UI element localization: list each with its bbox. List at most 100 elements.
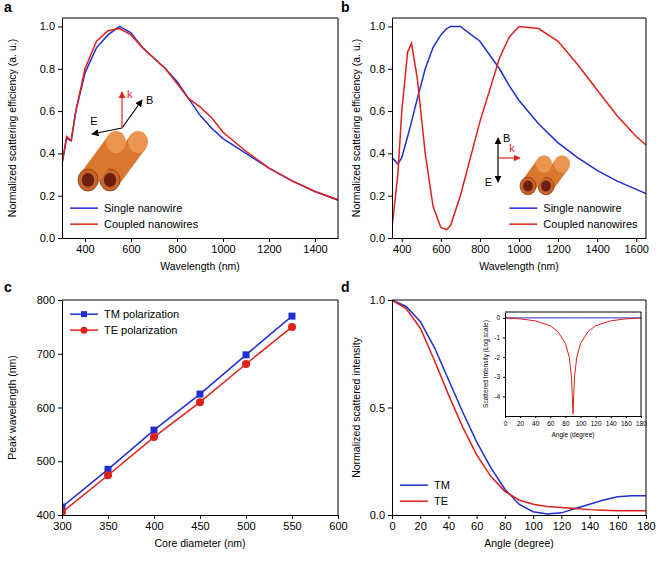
y-axis-title: Scattered Intensity (Log scale) bbox=[482, 320, 490, 408]
panel: 4006008001000120014000.00.20.40.60.81.0W… bbox=[4, 0, 339, 272]
plot-area bbox=[62, 313, 296, 515]
tick: 1000 bbox=[211, 238, 235, 255]
tick-mark bbox=[292, 515, 293, 519]
tick-label: 400 bbox=[37, 509, 55, 521]
frame-top bbox=[392, 300, 646, 301]
tick: 160 bbox=[609, 515, 627, 532]
legend-entry: TM polarization bbox=[70, 308, 179, 320]
tick: 1.0 bbox=[370, 20, 392, 32]
tick-mark bbox=[590, 515, 591, 519]
tick: 0.2 bbox=[40, 190, 62, 202]
field-arrow bbox=[497, 138, 498, 158]
x-axis: 020406080100120140160180 bbox=[504, 416, 648, 427]
legend: Single nanowireCoupled nanowires bbox=[70, 202, 199, 230]
tick: 450 bbox=[191, 515, 209, 532]
tick-mark bbox=[58, 238, 62, 239]
legend-entry: TE bbox=[400, 495, 448, 507]
tick-mark bbox=[535, 416, 536, 418]
tick-label: 450 bbox=[191, 520, 209, 532]
tick-mark bbox=[503, 357, 505, 358]
panel-letter: c bbox=[4, 279, 12, 295]
y-axis-title: Peak wavelength (nm) bbox=[6, 355, 18, 459]
tick-label: -1 bbox=[494, 334, 500, 341]
tick-mark bbox=[550, 416, 551, 418]
frame-right bbox=[646, 300, 647, 515]
tick-mark bbox=[420, 515, 421, 519]
tick-mark bbox=[626, 416, 627, 418]
x-axis-title: Core diameter (nm) bbox=[154, 537, 245, 549]
panel-letter: b bbox=[341, 0, 350, 15]
tick: 0.0 bbox=[40, 232, 62, 244]
tick: 0.4 bbox=[370, 147, 392, 159]
tick-label: 1.0 bbox=[370, 20, 385, 32]
tick: -3 bbox=[494, 373, 505, 380]
tick-label: 800 bbox=[37, 294, 55, 306]
tick-label: 350 bbox=[99, 520, 117, 532]
tick-mark bbox=[58, 408, 62, 409]
y-axis: -4-3-2-10 bbox=[494, 313, 505, 417]
tick: 0.2 bbox=[370, 190, 392, 202]
inset-background bbox=[505, 312, 641, 416]
inset-chart: 020406080100120140160180-4-3-2-10Angle (… bbox=[482, 312, 647, 439]
plot-area bbox=[62, 26, 338, 199]
legend-entry: Single nanowire bbox=[70, 202, 182, 214]
x-axis: 4006008001000120014001600 bbox=[393, 238, 649, 255]
axis-line bbox=[392, 19, 393, 239]
tick-mark bbox=[558, 238, 559, 242]
legend-label: TM bbox=[434, 479, 450, 491]
tick-label: 0.0 bbox=[370, 232, 385, 244]
tick: 40 bbox=[532, 416, 540, 427]
tick-label: 500 bbox=[37, 455, 55, 467]
tick-label: 0.4 bbox=[370, 147, 385, 159]
tick-mark bbox=[388, 153, 392, 154]
annotation: B bbox=[146, 94, 153, 106]
frame-top bbox=[505, 312, 641, 313]
tick-mark bbox=[388, 515, 392, 516]
tick-mark bbox=[388, 196, 392, 197]
tick-mark bbox=[533, 515, 534, 519]
data-point bbox=[243, 351, 250, 358]
legend-entry: TM bbox=[400, 479, 450, 491]
tick-label: 0.4 bbox=[40, 147, 55, 159]
tick-label: 0 bbox=[389, 520, 395, 532]
tick: 300 bbox=[53, 515, 71, 532]
tick-mark bbox=[58, 461, 62, 462]
data-point bbox=[196, 398, 204, 406]
tick-mark bbox=[402, 238, 403, 242]
tick-mark bbox=[388, 26, 392, 27]
plot-area bbox=[392, 26, 646, 229]
axis-line bbox=[506, 416, 642, 417]
legend-entry: TE polarization bbox=[70, 324, 177, 336]
tick-mark bbox=[520, 416, 521, 418]
tick: 600 bbox=[329, 515, 347, 532]
data-point bbox=[288, 323, 296, 331]
axis-line bbox=[62, 19, 63, 239]
tick-mark bbox=[58, 69, 62, 70]
y-axis: 400500600700800 bbox=[37, 294, 63, 521]
legend-entry: Coupled nanowires bbox=[509, 218, 638, 230]
tick: 0 bbox=[504, 416, 508, 427]
legend-label: Coupled nanowires bbox=[543, 218, 638, 230]
tick-label: 500 bbox=[237, 520, 255, 532]
legend-label: Single nanowire bbox=[104, 202, 182, 214]
tick: 500 bbox=[237, 515, 255, 532]
tick: 160 bbox=[621, 416, 632, 427]
tick-mark bbox=[618, 515, 619, 519]
x-axis: 400600800100012001400 bbox=[63, 238, 339, 255]
plot-area bbox=[392, 300, 646, 514]
series-line bbox=[62, 26, 338, 199]
legend-label: TE bbox=[434, 495, 448, 507]
tick: 800 bbox=[471, 238, 489, 255]
legend-line bbox=[509, 207, 537, 209]
frame-right bbox=[338, 18, 339, 238]
series-line bbox=[505, 317, 641, 318]
tick-label: 700 bbox=[37, 348, 55, 360]
tick: 600 bbox=[432, 238, 450, 255]
panel: 300350400450500550600400500600700800Core… bbox=[4, 279, 348, 549]
tick-mark bbox=[338, 515, 339, 519]
tick-mark bbox=[388, 300, 392, 301]
tick-label: 100 bbox=[524, 520, 542, 532]
tick-mark bbox=[177, 238, 178, 242]
legend: Single nanowireCoupled nanowires bbox=[509, 202, 638, 230]
tick: 400 bbox=[37, 509, 62, 521]
